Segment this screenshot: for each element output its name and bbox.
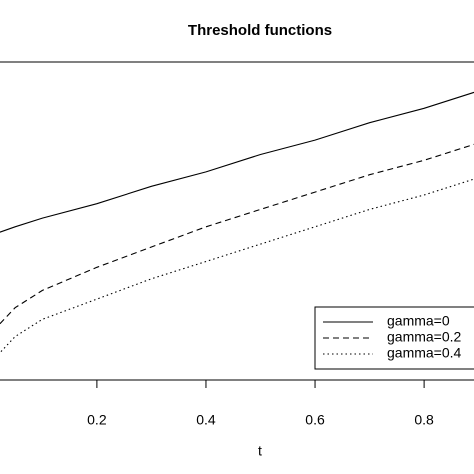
series-line — [0, 143, 474, 325]
plot-frame — [0, 61, 474, 381]
x-tick-label: 0.2 — [87, 412, 107, 428]
chart-title: Threshold functions — [188, 22, 332, 39]
legend-box — [314, 306, 474, 370]
x-axis-label: t — [258, 443, 262, 459]
series-line — [0, 178, 474, 354]
x-tick-label: 0.4 — [196, 412, 216, 428]
legend-label: gamma=0 — [387, 313, 450, 329]
x-tick-label: 0.6 — [305, 412, 325, 428]
series-line — [0, 91, 474, 233]
x-tick-label: 0.8 — [414, 412, 434, 428]
legend-label: gamma=0.2 — [387, 329, 462, 345]
legend-label: gamma=0.4 — [387, 345, 462, 361]
